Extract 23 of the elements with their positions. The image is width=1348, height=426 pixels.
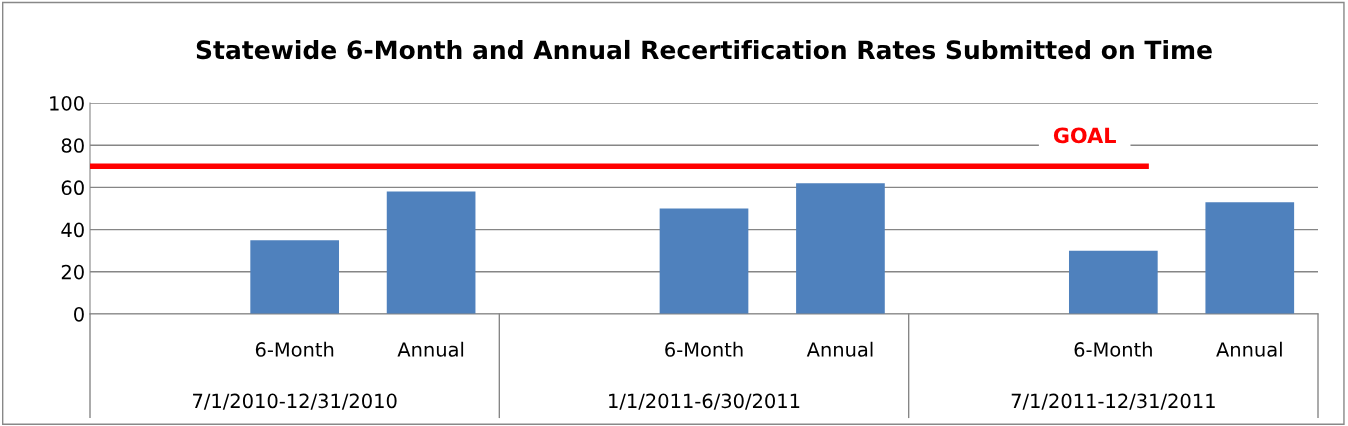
y-tick-label: 100	[50, 95, 84, 111]
bar	[250, 240, 340, 314]
y-tick-label: 40	[61, 222, 84, 238]
text: 7/1/2011-12/31/2011	[1011, 393, 1215, 410]
ref-line-label: GOAL	[1053, 127, 1116, 144]
chart-title: Statewide 6-Month and Annual Recertification Rates Submitted on Time	[196, 39, 1212, 60]
x-tick-label: 6-Month	[1074, 341, 1152, 357]
bar	[1205, 202, 1295, 314]
bar	[1068, 250, 1158, 314]
bar	[386, 191, 476, 314]
y-tick-label: 20	[61, 264, 84, 280]
x-tick-label: 6-Month	[665, 341, 743, 357]
y-tick-label: 0	[74, 306, 84, 322]
bar	[796, 183, 885, 314]
y-tick-label: 60	[61, 180, 84, 196]
x-tick-label: Annual	[397, 341, 464, 357]
x-tick-label: Annual	[1216, 341, 1282, 357]
text: 7/1/2010-12/31/2010	[193, 393, 397, 410]
y-tick-label: 80	[61, 138, 84, 153]
x-tick-label: 6-Month	[255, 341, 334, 357]
x-tick-label: Annual	[806, 341, 873, 357]
text: 1/1/2011-6/30/2011	[609, 393, 800, 410]
bar	[659, 208, 749, 314]
